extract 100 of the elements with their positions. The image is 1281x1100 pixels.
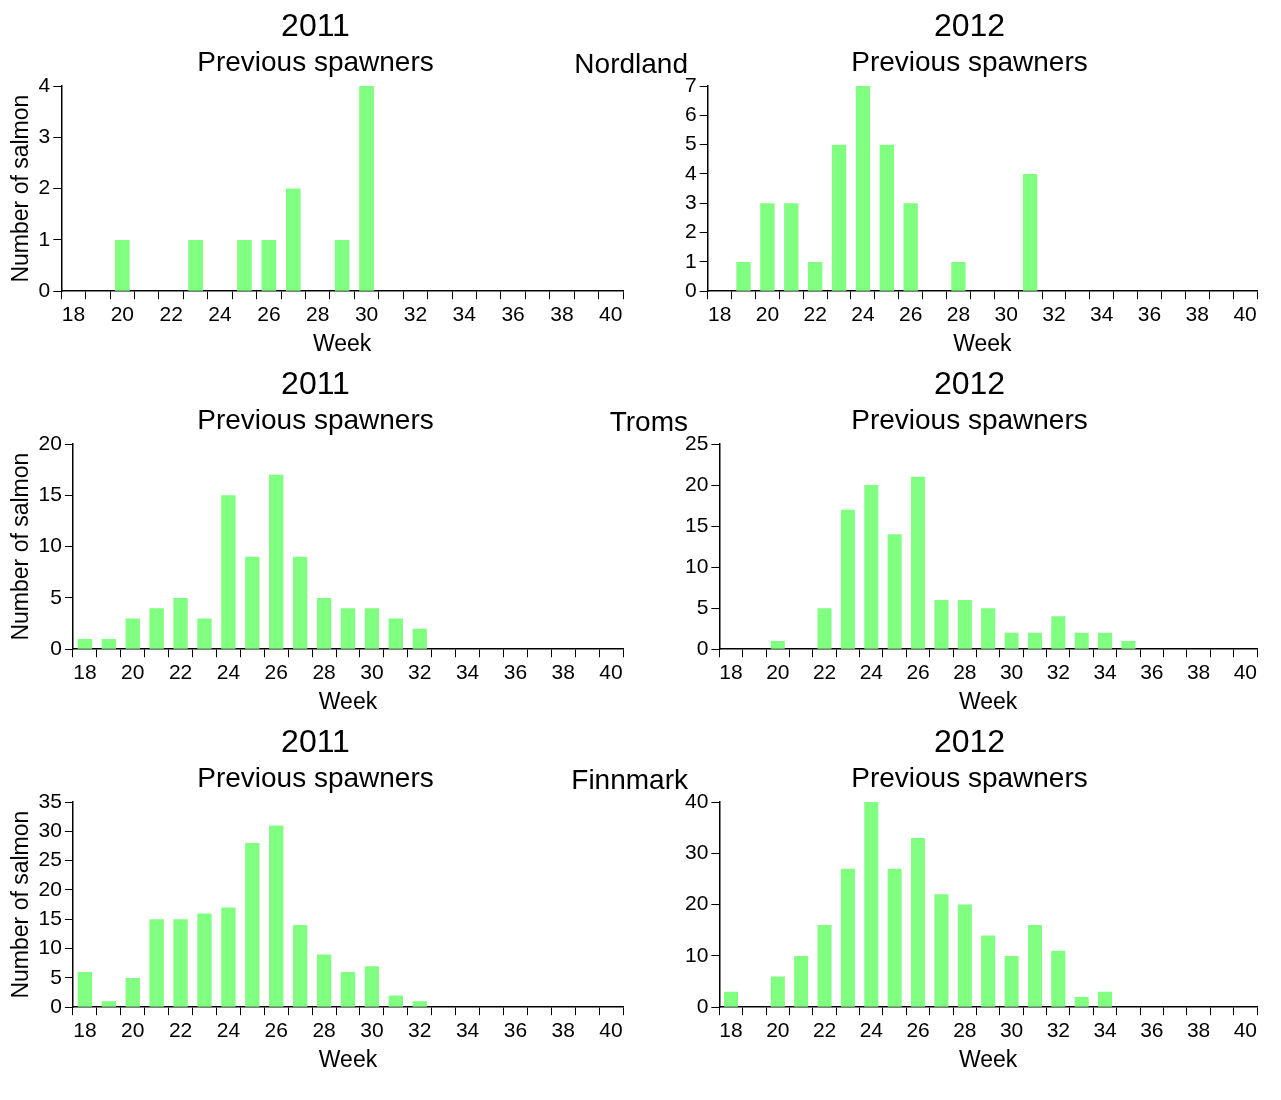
x-tick-label: 30	[999, 659, 1024, 683]
bar	[1074, 996, 1089, 1007]
y-tick-label: 25	[38, 847, 62, 871]
x-axis-title: Week	[312, 329, 372, 356]
bar	[292, 925, 308, 1007]
bar	[125, 618, 140, 649]
bar	[770, 640, 785, 649]
x-tick-label: 38	[551, 1017, 575, 1041]
y-tick-label: 30	[38, 818, 62, 842]
y-tick-label: 30	[685, 840, 709, 864]
bar	[237, 239, 252, 291]
x-tick-label: 24	[216, 659, 241, 683]
x-tick-label: 28	[306, 301, 330, 325]
y-tick-label: 40	[685, 788, 709, 812]
x-tick-label: 24	[859, 1017, 884, 1041]
bar	[269, 474, 284, 649]
y-tick-label: 20	[38, 876, 62, 900]
bar	[887, 868, 902, 1007]
bar	[188, 239, 203, 291]
y-tick-label: 0	[50, 994, 62, 1017]
x-tick-label: 22	[159, 301, 183, 325]
y-axis-title: Number of salmon	[7, 810, 34, 999]
bar	[316, 954, 332, 1007]
x-tick-label: 18	[707, 301, 732, 325]
bar	[1027, 632, 1042, 649]
y-tick-label: 3	[684, 190, 697, 214]
x-tick-label: 32	[403, 301, 428, 325]
bar	[957, 904, 972, 1007]
bar	[316, 597, 332, 649]
bar	[245, 556, 260, 649]
bar	[77, 638, 93, 649]
chart-title: 2012	[933, 365, 1006, 402]
chart-title: 2012	[933, 7, 1006, 44]
y-tick-label: 1	[38, 226, 51, 250]
bar	[1004, 632, 1019, 649]
x-tick-label: 40	[1233, 659, 1257, 683]
chart-subtitle: Previous spawners	[851, 403, 1088, 435]
bar	[1051, 950, 1066, 1007]
y-tick-label: 4	[684, 160, 697, 184]
chart-subtitle: Previous spawners	[197, 45, 434, 77]
x-tick-label: 24	[851, 301, 875, 325]
bar	[911, 476, 926, 649]
x-tick-label: 30	[994, 301, 1018, 325]
x-tick-label: 36	[1137, 301, 1162, 325]
x-tick-label: 38	[1185, 301, 1209, 325]
chart-subtitle: Previous spawners	[851, 761, 1088, 793]
bar	[221, 907, 236, 1007]
x-tick-label: 28	[946, 301, 971, 325]
y-tick-label: 5	[50, 584, 62, 608]
chart-subtitle: Previous spawners	[851, 45, 1088, 77]
x-tick-label: 34	[455, 659, 480, 683]
chart-title: 2011	[281, 7, 350, 44]
x-tick-label: 36	[1140, 1017, 1164, 1041]
x-tick-label: 36	[503, 659, 528, 683]
text: Troms	[609, 406, 688, 437]
x-tick-label: 40	[599, 1017, 623, 1041]
bar	[173, 919, 188, 1007]
bar	[1022, 173, 1038, 291]
x-tick-label: 36	[503, 1017, 528, 1041]
bar	[840, 509, 855, 649]
y-tick-label: 4	[38, 72, 51, 96]
chart-subtitle: Previous spawners	[197, 761, 434, 793]
x-tick-label: 40	[599, 659, 623, 683]
x-tick-label: 38	[1186, 1017, 1211, 1041]
bar	[412, 1001, 427, 1007]
x-tick-label: 30	[360, 659, 384, 683]
x-tick-label: 32	[408, 659, 432, 683]
bar	[340, 608, 356, 649]
bar	[855, 86, 871, 291]
y-tick-label: 15	[685, 512, 709, 536]
x-tick-label: 20	[121, 1017, 145, 1041]
x-tick-label: 40	[599, 301, 623, 325]
x-tick-label: 22	[168, 659, 193, 683]
y-tick-label: 6	[684, 102, 697, 126]
bar	[957, 599, 972, 649]
bar	[101, 1001, 117, 1007]
x-tick-label: 38	[551, 659, 575, 683]
bar	[292, 556, 308, 649]
x-tick-label: 28	[312, 659, 336, 683]
x-tick-label: 22	[803, 301, 827, 325]
text: Finnmark	[571, 764, 688, 795]
x-axis-title: Week	[958, 1045, 1018, 1072]
bar	[1098, 632, 1113, 649]
y-tick-label: 15	[38, 482, 62, 506]
y-tick-label: 1	[684, 248, 697, 272]
bar	[807, 261, 823, 291]
x-tick-label: 20	[755, 301, 780, 325]
y-tick-label: 0	[696, 636, 709, 659]
bar	[285, 188, 301, 291]
bar	[934, 599, 949, 649]
bar	[334, 239, 350, 291]
chart-title: 2011	[281, 723, 350, 760]
x-tick-label: 34	[1090, 301, 1114, 325]
x-tick-label: 26	[264, 1017, 288, 1041]
x-tick-label: 18	[719, 659, 743, 683]
bar	[1027, 925, 1042, 1007]
y-tick-label: 5	[684, 131, 697, 155]
x-tick-label: 30	[354, 301, 379, 325]
chart-subtitle: Previous spawners	[197, 403, 434, 435]
y-tick-label: 10	[38, 935, 62, 959]
